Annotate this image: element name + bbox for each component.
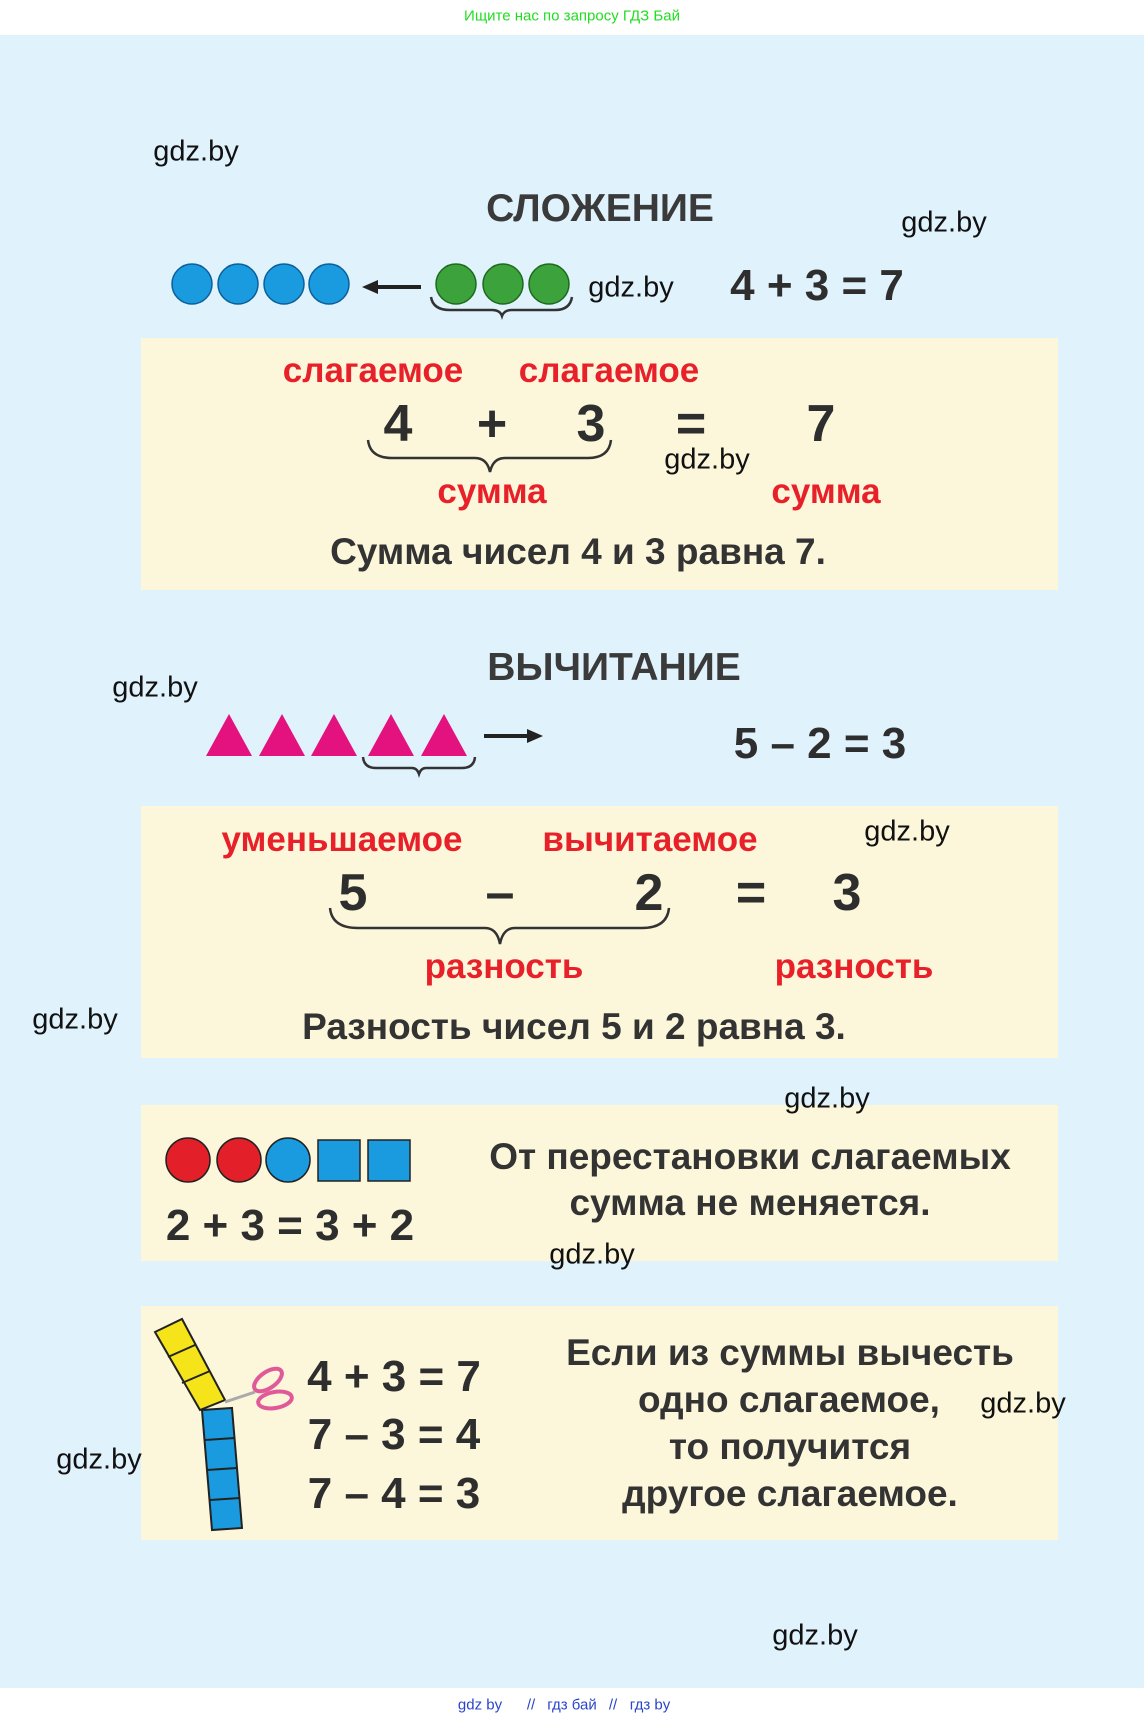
addition-panel [141, 338, 1058, 590]
watermark: gdz.by [864, 815, 950, 848]
arrow-left-icon [362, 280, 421, 294]
subtraction-panel [141, 806, 1058, 1058]
term: 4 [383, 395, 413, 453]
footer-link[interactable]: гдз by [629, 1696, 671, 1714]
difference-label: разность [774, 947, 934, 986]
addend-label: слагаемое [282, 351, 464, 390]
footer-link[interactable]: gdz by [457, 1696, 503, 1714]
difference-label: разность [424, 947, 584, 986]
equals: = [675, 395, 707, 453]
equals: = [735, 864, 767, 922]
watermark: gdz.by [153, 135, 239, 168]
search-hint: Ищите нас по запросу ГДЗ Бай [464, 7, 680, 25]
term: 2 [634, 864, 664, 922]
watermark: gdz.by [901, 206, 987, 239]
inverse-equation: 4 + 3 = 7 [307, 1352, 481, 1401]
addend-label: слагаемое [518, 351, 700, 390]
inverse-equation: 7 – 4 = 3 [307, 1469, 481, 1518]
addition-title: СЛОЖЕНИЕ [486, 187, 714, 230]
top-banner: Ищите нас по запросу ГДЗ Бай [0, 0, 1144, 35]
commutative-equation: 2 + 3 = 3 + 2 [165, 1201, 415, 1250]
addition-sentence: Сумма чисел 4 и 3 равна 7. [330, 531, 826, 572]
watermark: gdz.by [56, 1443, 142, 1476]
inverse-rule-line: другое слагаемое. [622, 1473, 958, 1514]
watermark: gdz.by [784, 1082, 870, 1115]
addition-equation: 4 + 3 = 7 [730, 261, 904, 310]
watermark: gdz.by [664, 443, 750, 476]
inverse-rule-line: то получится [668, 1426, 912, 1467]
operator: + [476, 395, 508, 453]
arrow-right-icon [484, 729, 543, 743]
inverse-rule-line: Если из суммы вычесть [566, 1332, 1014, 1373]
subtraction-title: ВЫЧИТАНИЕ [487, 646, 741, 689]
result: 7 [806, 395, 836, 453]
term: 3 [576, 395, 606, 453]
brace-difference [328, 907, 671, 945]
subtraction-equation: 5 – 2 = 3 [733, 719, 907, 768]
watermark: gdz.by [112, 671, 198, 704]
term: 5 [338, 864, 368, 922]
green-circles [435, 263, 570, 305]
brace-green [429, 296, 574, 320]
operator: – [485, 864, 515, 922]
blue-circles [171, 263, 350, 305]
sum-label: сумма [771, 472, 881, 511]
strip-yellow [153, 1317, 227, 1412]
inverse-rule-line: одно слагаемое, [638, 1379, 940, 1420]
footer-separator: // [526, 1696, 536, 1714]
strip-blue [200, 1406, 244, 1532]
subtraction-sentence: Разность чисел 5 и 2 равна 3. [302, 1006, 846, 1047]
footer: gdz by // гдз бай // гдз by [0, 1688, 1144, 1725]
commutative-rule-line: сумма не меняется. [569, 1182, 931, 1223]
watermark: gdz.by [32, 1003, 118, 1036]
inverse-panel [141, 1306, 1058, 1540]
subtrahend-label: вычитаемое [542, 820, 758, 859]
brace-sum [366, 439, 613, 473]
magenta-triangles [206, 714, 467, 756]
commutative-rule-line: От перестановки слагаемых [489, 1136, 1011, 1177]
watermark: gdz.by [772, 1619, 858, 1652]
commutative-panel [141, 1105, 1058, 1261]
commutative-shapes [165, 1137, 411, 1183]
footer-link[interactable]: гдз бай [547, 1696, 597, 1714]
watermark: gdz.by [980, 1387, 1066, 1420]
sum-label: сумма [437, 472, 547, 511]
footer-separator: // [608, 1696, 618, 1714]
brace-triangles [361, 756, 477, 778]
result: 3 [832, 864, 862, 922]
watermark: gdz.by [549, 1238, 635, 1271]
watermark: gdz.by [588, 271, 674, 304]
inverse-equation: 7 – 3 = 4 [307, 1410, 481, 1459]
minuend-label: уменьшаемое [221, 820, 463, 859]
scissors-icon [224, 1366, 294, 1411]
